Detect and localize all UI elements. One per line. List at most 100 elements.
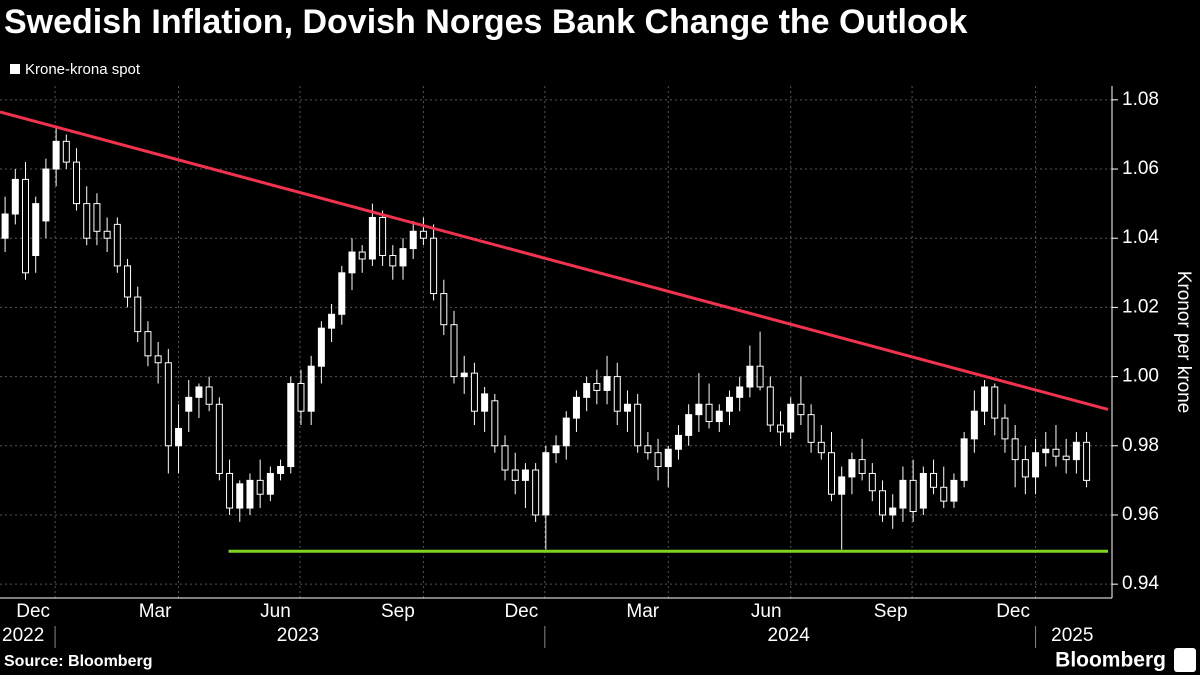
candle-body (930, 472, 938, 488)
candle-body (154, 355, 162, 364)
candle-body (195, 386, 203, 398)
candle-body (572, 396, 580, 419)
candle-body (797, 403, 805, 416)
candle-body (1083, 441, 1091, 481)
candle-body (246, 479, 254, 509)
candle-body (766, 386, 774, 426)
candle-body (705, 403, 713, 423)
trend-line (0, 110, 1109, 411)
brand-icon (1174, 648, 1196, 672)
candle-body (164, 362, 172, 447)
candle-body (674, 434, 682, 450)
candle-body (685, 414, 693, 436)
candle-body (491, 400, 499, 447)
candle-body (470, 372, 478, 412)
candle-body (562, 417, 570, 447)
candle-body (787, 403, 795, 433)
candle-body (440, 293, 448, 326)
candle-body (430, 237, 438, 295)
candle-body (175, 427, 183, 447)
candle-body (144, 331, 152, 357)
candle-body (103, 230, 111, 239)
candle-body (22, 178, 30, 274)
candle-body (113, 223, 121, 267)
x-tick-label: Mar (626, 601, 659, 622)
y-tick-label: 0.98 (1122, 435, 1159, 456)
candle-body (93, 203, 101, 232)
candle-body (868, 472, 876, 492)
candle-body (521, 469, 529, 481)
candle-body (838, 476, 846, 495)
candle-body (215, 403, 223, 474)
candle-body (695, 403, 703, 416)
y-tick-label: 1.08 (1122, 89, 1159, 110)
y-tick-label: 1.02 (1122, 296, 1159, 317)
legend-label: Krone-krona spot (25, 61, 141, 78)
candle-body (654, 452, 662, 468)
candle-body (532, 469, 540, 516)
source: Source: Bloomberg (4, 653, 152, 670)
year-label: 2023 (277, 625, 319, 646)
candle-body (593, 383, 601, 391)
candle-body (328, 313, 336, 329)
candle-body (1052, 448, 1060, 457)
candle-body (481, 393, 489, 412)
y-axis-label: Kronor per krone (1173, 271, 1194, 414)
candle-body (32, 203, 40, 257)
candle-body (1011, 438, 1019, 461)
candle-body (644, 445, 652, 454)
y-tick-label: 1.04 (1122, 227, 1159, 248)
year-label: 2024 (768, 625, 811, 646)
chart-title: Swedish Inflation, Dovish Norges Bank Ch… (4, 3, 968, 41)
candle-body (746, 365, 754, 388)
candle-body (623, 403, 631, 412)
candle-body (501, 445, 509, 471)
x-tick-label: Dec (504, 601, 538, 622)
candle-body (236, 483, 244, 509)
candle-body (1032, 452, 1040, 478)
y-tick-label: 0.94 (1122, 573, 1159, 594)
candle-body (399, 248, 407, 267)
x-tick-label: Sep (381, 601, 415, 622)
candle-body (909, 479, 917, 513)
candle-body (848, 459, 856, 478)
candle-body (185, 396, 193, 412)
candle-body (817, 441, 825, 454)
candle-body (725, 396, 733, 412)
candle-body (52, 140, 60, 170)
candle-body (368, 216, 376, 260)
candle-body (379, 216, 387, 257)
candle-body (583, 383, 591, 398)
candle-body (460, 372, 468, 378)
candle-body (715, 410, 723, 423)
x-tick-label: Dec (16, 601, 50, 622)
candle-body (960, 438, 968, 481)
candle-body (879, 490, 887, 516)
candle-body (1021, 459, 1029, 478)
candle-body (919, 472, 927, 509)
candle-body (552, 445, 560, 454)
candle-body (62, 140, 70, 163)
candle-body (287, 383, 295, 468)
candle-body (1062, 455, 1070, 461)
candle-body (899, 479, 907, 509)
plot-area: 1.08 1.06 1.04 1.02 1.00 0.98 0.96 0.94 Dec Mar Ju… (0, 86, 1159, 648)
candle-body (348, 251, 356, 274)
candle-body (256, 479, 264, 495)
candle-body (736, 386, 744, 398)
candle-body (409, 230, 417, 250)
candle-body (226, 472, 234, 509)
candle-body (419, 230, 427, 239)
y-tick-label: 1.06 (1122, 158, 1159, 179)
candle-body (634, 403, 642, 447)
candle-body (205, 386, 213, 405)
candle-body (134, 296, 142, 333)
candle-body (807, 414, 815, 443)
candle-body (756, 365, 764, 388)
candle-body (981, 386, 989, 412)
candle-body (603, 376, 611, 391)
candle-body (1072, 441, 1080, 461)
candle-body (338, 272, 346, 315)
